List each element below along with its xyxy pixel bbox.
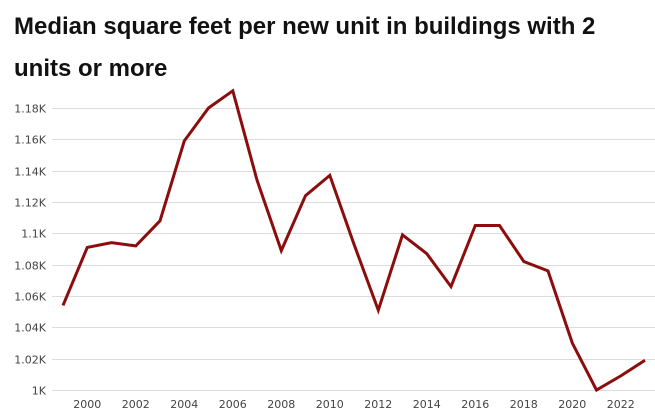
x-tick-label: 2022 <box>607 398 635 411</box>
data-point <box>450 285 453 288</box>
series-line <box>61 88 646 393</box>
y-tick-label: 1.18K <box>14 103 46 116</box>
data-point <box>328 174 331 177</box>
data-point <box>498 224 501 227</box>
y-tick-label: 1.1K <box>21 228 46 241</box>
y-tick-label: 1.16K <box>14 134 46 147</box>
data-point <box>256 179 259 182</box>
data-point <box>304 194 307 197</box>
data-point <box>62 304 65 307</box>
y-tick-label: 1.12K <box>14 197 46 210</box>
gridlines <box>52 108 655 391</box>
data-point <box>353 243 356 246</box>
x-tick-label: 2000 <box>73 398 101 411</box>
data-point <box>547 269 550 272</box>
data-point <box>619 374 622 377</box>
x-tick-label: 2006 <box>219 398 247 411</box>
data-point <box>159 219 162 222</box>
data-point <box>474 224 477 227</box>
x-tick-label: 2020 <box>558 398 586 411</box>
data-point <box>571 342 574 345</box>
x-tick-label: 2010 <box>316 398 344 411</box>
x-tick-label: 2016 <box>461 398 489 411</box>
x-tick-label: 2012 <box>364 398 392 411</box>
data-point <box>231 89 234 92</box>
y-tick-label: 1.14K <box>14 166 46 179</box>
data-point <box>595 389 598 392</box>
data-point <box>183 139 186 142</box>
data-point <box>280 249 283 252</box>
x-tick-label: 2002 <box>122 398 150 411</box>
x-tick-label: 2014 <box>413 398 441 411</box>
data-point <box>207 107 210 110</box>
data-point <box>401 233 404 236</box>
y-tick-label: 1K <box>32 385 47 398</box>
x-tick-label: 2004 <box>170 398 198 411</box>
data-point <box>86 246 89 249</box>
x-tick-label: 2018 <box>510 398 538 411</box>
y-tick-label: 1.06K <box>14 291 46 304</box>
chart-title: Median square feet per new unit in build… <box>14 13 596 82</box>
series-layer <box>61 88 647 393</box>
data-point <box>134 244 137 247</box>
data-point <box>377 309 380 312</box>
x-axis: 2000 2002 2004 2006 2008 2010 2012 2014 2016 2018… <box>73 398 635 411</box>
data-point <box>644 359 647 362</box>
y-tick-label: 1.02K <box>14 354 46 367</box>
data-point <box>110 241 113 244</box>
data-point <box>425 252 428 255</box>
x-tick-label: 2008 <box>267 398 295 411</box>
data-point <box>522 260 525 263</box>
y-tick-label: 1.04K <box>14 322 46 335</box>
y-tick-label: 1.08K <box>14 260 46 273</box>
y-axis: 1K 1.02K 1.04K 1.06K 1.08K 1.1K 1.12K 1.14K 1.16… <box>14 103 46 398</box>
